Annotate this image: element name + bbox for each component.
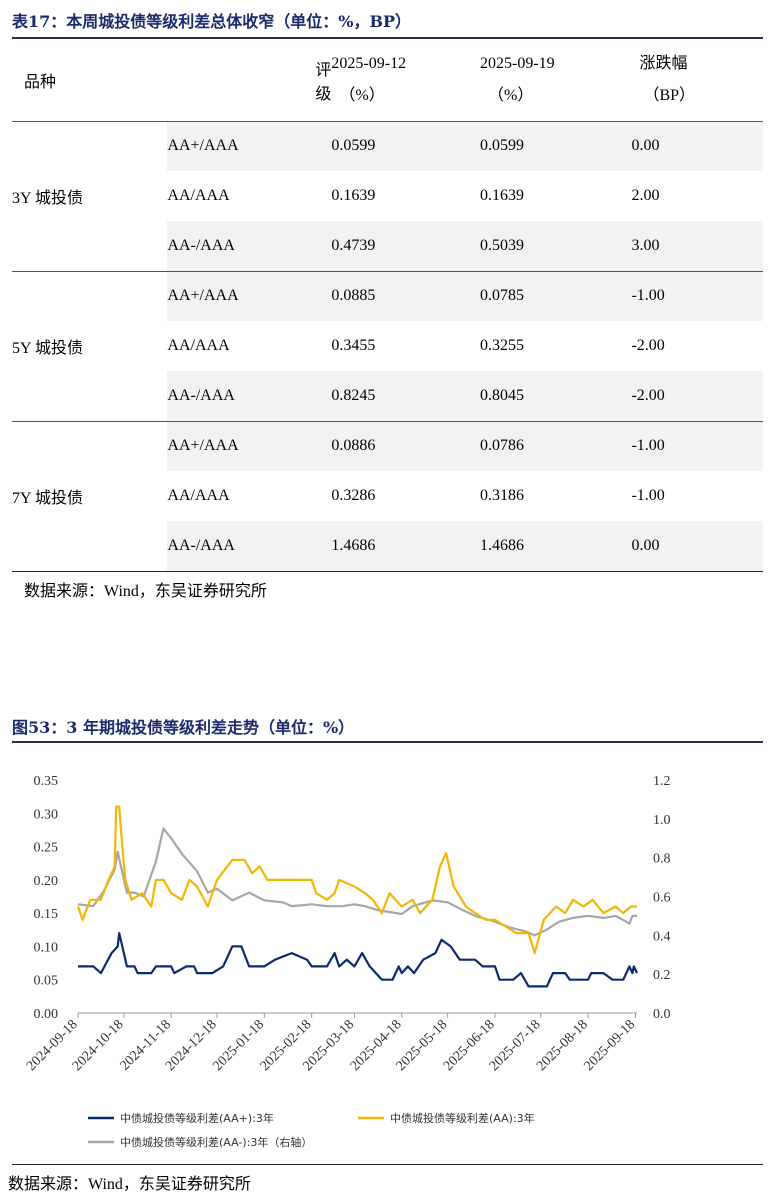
left-tick-label: 0.30 — [34, 807, 59, 822]
table-title: 表17：本周城投债等级利差总体收窄（单位：%，BP） — [12, 12, 412, 31]
series-line-2 — [77, 827, 637, 937]
rating-cell: AA/AAA — [167, 337, 230, 354]
value-date2-cell: 0.3255 — [479, 337, 524, 354]
table-bottom-rule — [12, 571, 763, 572]
change-cell: 0.00 — [631, 521, 763, 571]
legend-label: 中债城投债等级利差(AA):3年 — [390, 1111, 535, 1125]
table-row: AA/AAA 0.1639 0.1639 2.00 — [12, 171, 763, 221]
header-date1-unit: （%） — [339, 86, 385, 104]
value-date2-cell: 1.4686 — [479, 521, 632, 571]
chart-title: 图53：3 年期城投债等级利差走势（单位：%） — [12, 718, 355, 737]
value-date1-cell: 1.4686 — [331, 521, 480, 571]
group-name: 7Y 城投债 — [12, 420, 168, 571]
change-cell: 3.00 — [631, 221, 763, 271]
left-tick-label: 0.20 — [34, 874, 59, 889]
legend-label: 中债城投债等级利差(AA-):3年（右轴） — [120, 1135, 312, 1149]
right-tick-label: 0.2 — [653, 968, 671, 983]
series-lines — [76, 805, 638, 988]
left-tick-label: 0.10 — [34, 940, 59, 955]
change-cell: 0.00 — [631, 120, 763, 171]
header-date1: 2025-09-12 （%） — [331, 39, 480, 121]
rating-cell: AA+/AAA — [167, 120, 332, 171]
spread-table: 品种 评级 2025-09-12 （%） 2025-09-19 （%） 涨跌幅 … — [12, 39, 763, 571]
value-date1-cell: 0.1639 — [331, 187, 376, 204]
value-date1-cell: 0.3286 — [331, 487, 376, 504]
value-date1-cell: 0.0599 — [331, 120, 480, 171]
header-date1-label: 2025-09-12 — [331, 54, 407, 72]
header-change-label: 涨跌幅 — [639, 54, 688, 72]
left-tick-label: 0.00 — [34, 1007, 59, 1022]
right-tick-label: 0.8 — [653, 852, 671, 867]
x-tick-label: 2025-09-18 — [582, 1017, 639, 1074]
rating-cell: AA/AAA — [167, 487, 230, 504]
value-date2-cell: 0.0599 — [479, 120, 632, 171]
header-change: 涨跌幅 （BP） — [631, 39, 763, 121]
series-line-0 — [78, 932, 638, 988]
change-cell: 2.00 — [631, 187, 660, 204]
value-date1-cell: 0.8245 — [331, 371, 480, 421]
change-cell: -1.00 — [631, 270, 763, 321]
table-row: AA-/AAA 0.8245 0.8045 -2.00 — [12, 371, 763, 421]
table-header-row: 品种 评级 2025-09-12 （%） 2025-09-19 （%） 涨跌幅 … — [12, 39, 763, 121]
value-date1-cell: 0.3455 — [331, 337, 376, 354]
right-axis: 0.0 0.2 0.4 0.6 0.8 1.0 1.2 — [653, 774, 671, 1022]
right-tick-label: 1.0 — [653, 813, 671, 828]
table-row: AA-/AAA 1.4686 1.4686 0.00 — [12, 521, 763, 571]
rating-cell: AA+/AAA — [167, 270, 332, 321]
header-variety: 品种 — [24, 73, 57, 91]
header-rating-label: 评级 — [315, 61, 332, 103]
table-source: 数据来源：Wind，东吴证券研究所 — [24, 583, 267, 600]
left-tick-label: 0.25 — [34, 841, 59, 856]
table-row: AA-/AAA 0.4739 0.5039 3.00 — [12, 221, 763, 271]
table-top-rule — [12, 37, 763, 39]
rating-cell: AA/AAA — [167, 187, 230, 204]
table-row: 5Y 城投债 AA+/AAA 0.0885 0.0785 -1.00 — [12, 270, 763, 421]
value-date1-cell: 0.4739 — [331, 221, 480, 271]
table-row: 3Y 城投债 AA+/AAA 0.0599 0.0599 0.00 — [12, 120, 763, 271]
header-date2-unit: （%） — [487, 86, 534, 104]
rating-cell: AA-/AAA — [167, 371, 332, 421]
right-tick-label: 0.0 — [653, 1007, 671, 1022]
series-line-1 — [76, 805, 637, 955]
value-date2-cell: 0.5039 — [479, 221, 632, 271]
value-date2-cell: 0.8045 — [479, 371, 632, 421]
value-date2-cell: 0.0786 — [479, 420, 632, 471]
left-tick-label: 0.15 — [34, 907, 59, 922]
change-cell: -2.00 — [631, 337, 665, 354]
value-date1-cell: 0.0886 — [331, 420, 480, 471]
chart-bottom-rule — [12, 1164, 763, 1165]
right-tick-label: 1.2 — [653, 774, 671, 789]
value-date2-cell: 0.1639 — [479, 187, 524, 204]
right-tick-label: 0.6 — [653, 891, 671, 906]
header-date2: 2025-09-19 （%） — [480, 39, 631, 121]
left-tick-label: 0.35 — [34, 774, 59, 789]
group-name: 3Y 城投债 — [12, 120, 168, 271]
legend-label: 中债城投债等级利差(AA+):3年 — [120, 1111, 274, 1125]
value-date2-cell: 0.0785 — [479, 270, 632, 321]
left-tick-label: 0.05 — [34, 974, 59, 989]
value-date1-cell: 0.0885 — [331, 270, 480, 321]
change-cell: -2.00 — [631, 371, 763, 421]
header-date2-label: 2025-09-19 — [479, 54, 555, 72]
value-date2-cell: 0.3186 — [479, 487, 524, 504]
rating-cell: AA-/AAA — [167, 221, 332, 271]
chart-top-rule — [12, 741, 763, 743]
change-cell: -1.00 — [631, 487, 665, 504]
x-axis: 2024-09-182024-10-182024-11-182024-12-18… — [24, 1012, 639, 1074]
header-rating: 评级 — [167, 39, 331, 121]
right-tick-label: 0.4 — [653, 929, 671, 944]
table-row: AA/AAA 0.3455 0.3255 -2.00 — [12, 321, 763, 371]
table-row: 7Y 城投债 AA+/AAA 0.0886 0.0786 -1.00 — [12, 420, 763, 571]
table-row: AA/AAA 0.3286 0.3186 -1.00 — [12, 471, 763, 521]
group-name: 5Y 城投债 — [12, 270, 168, 421]
left-axis: 0.00 0.05 0.10 0.15 0.20 0.25 0.30 0.35 — [34, 774, 59, 1022]
header-change-unit: （BP） — [643, 86, 696, 104]
chart-source: 数据来源：Wind，东吴证券研究所 — [8, 1176, 251, 1193]
rating-cell: AA-/AAA — [167, 521, 332, 571]
spread-line-chart: 0.000.050.100.150.200.250.300.35 0.00.20… — [24, 774, 671, 1149]
change-cell: -1.00 — [631, 420, 763, 471]
table-body: 3Y 城投债 AA+/AAA 0.0599 0.0599 0.00 AA/AAA 0.163… — [12, 120, 763, 571]
rating-cell: AA+/AAA — [167, 420, 332, 471]
legend: 中债城投债等级利差(AA+):3年 中债城投债等级利差(AA):3年中债城投债等级… — [88, 1111, 535, 1149]
